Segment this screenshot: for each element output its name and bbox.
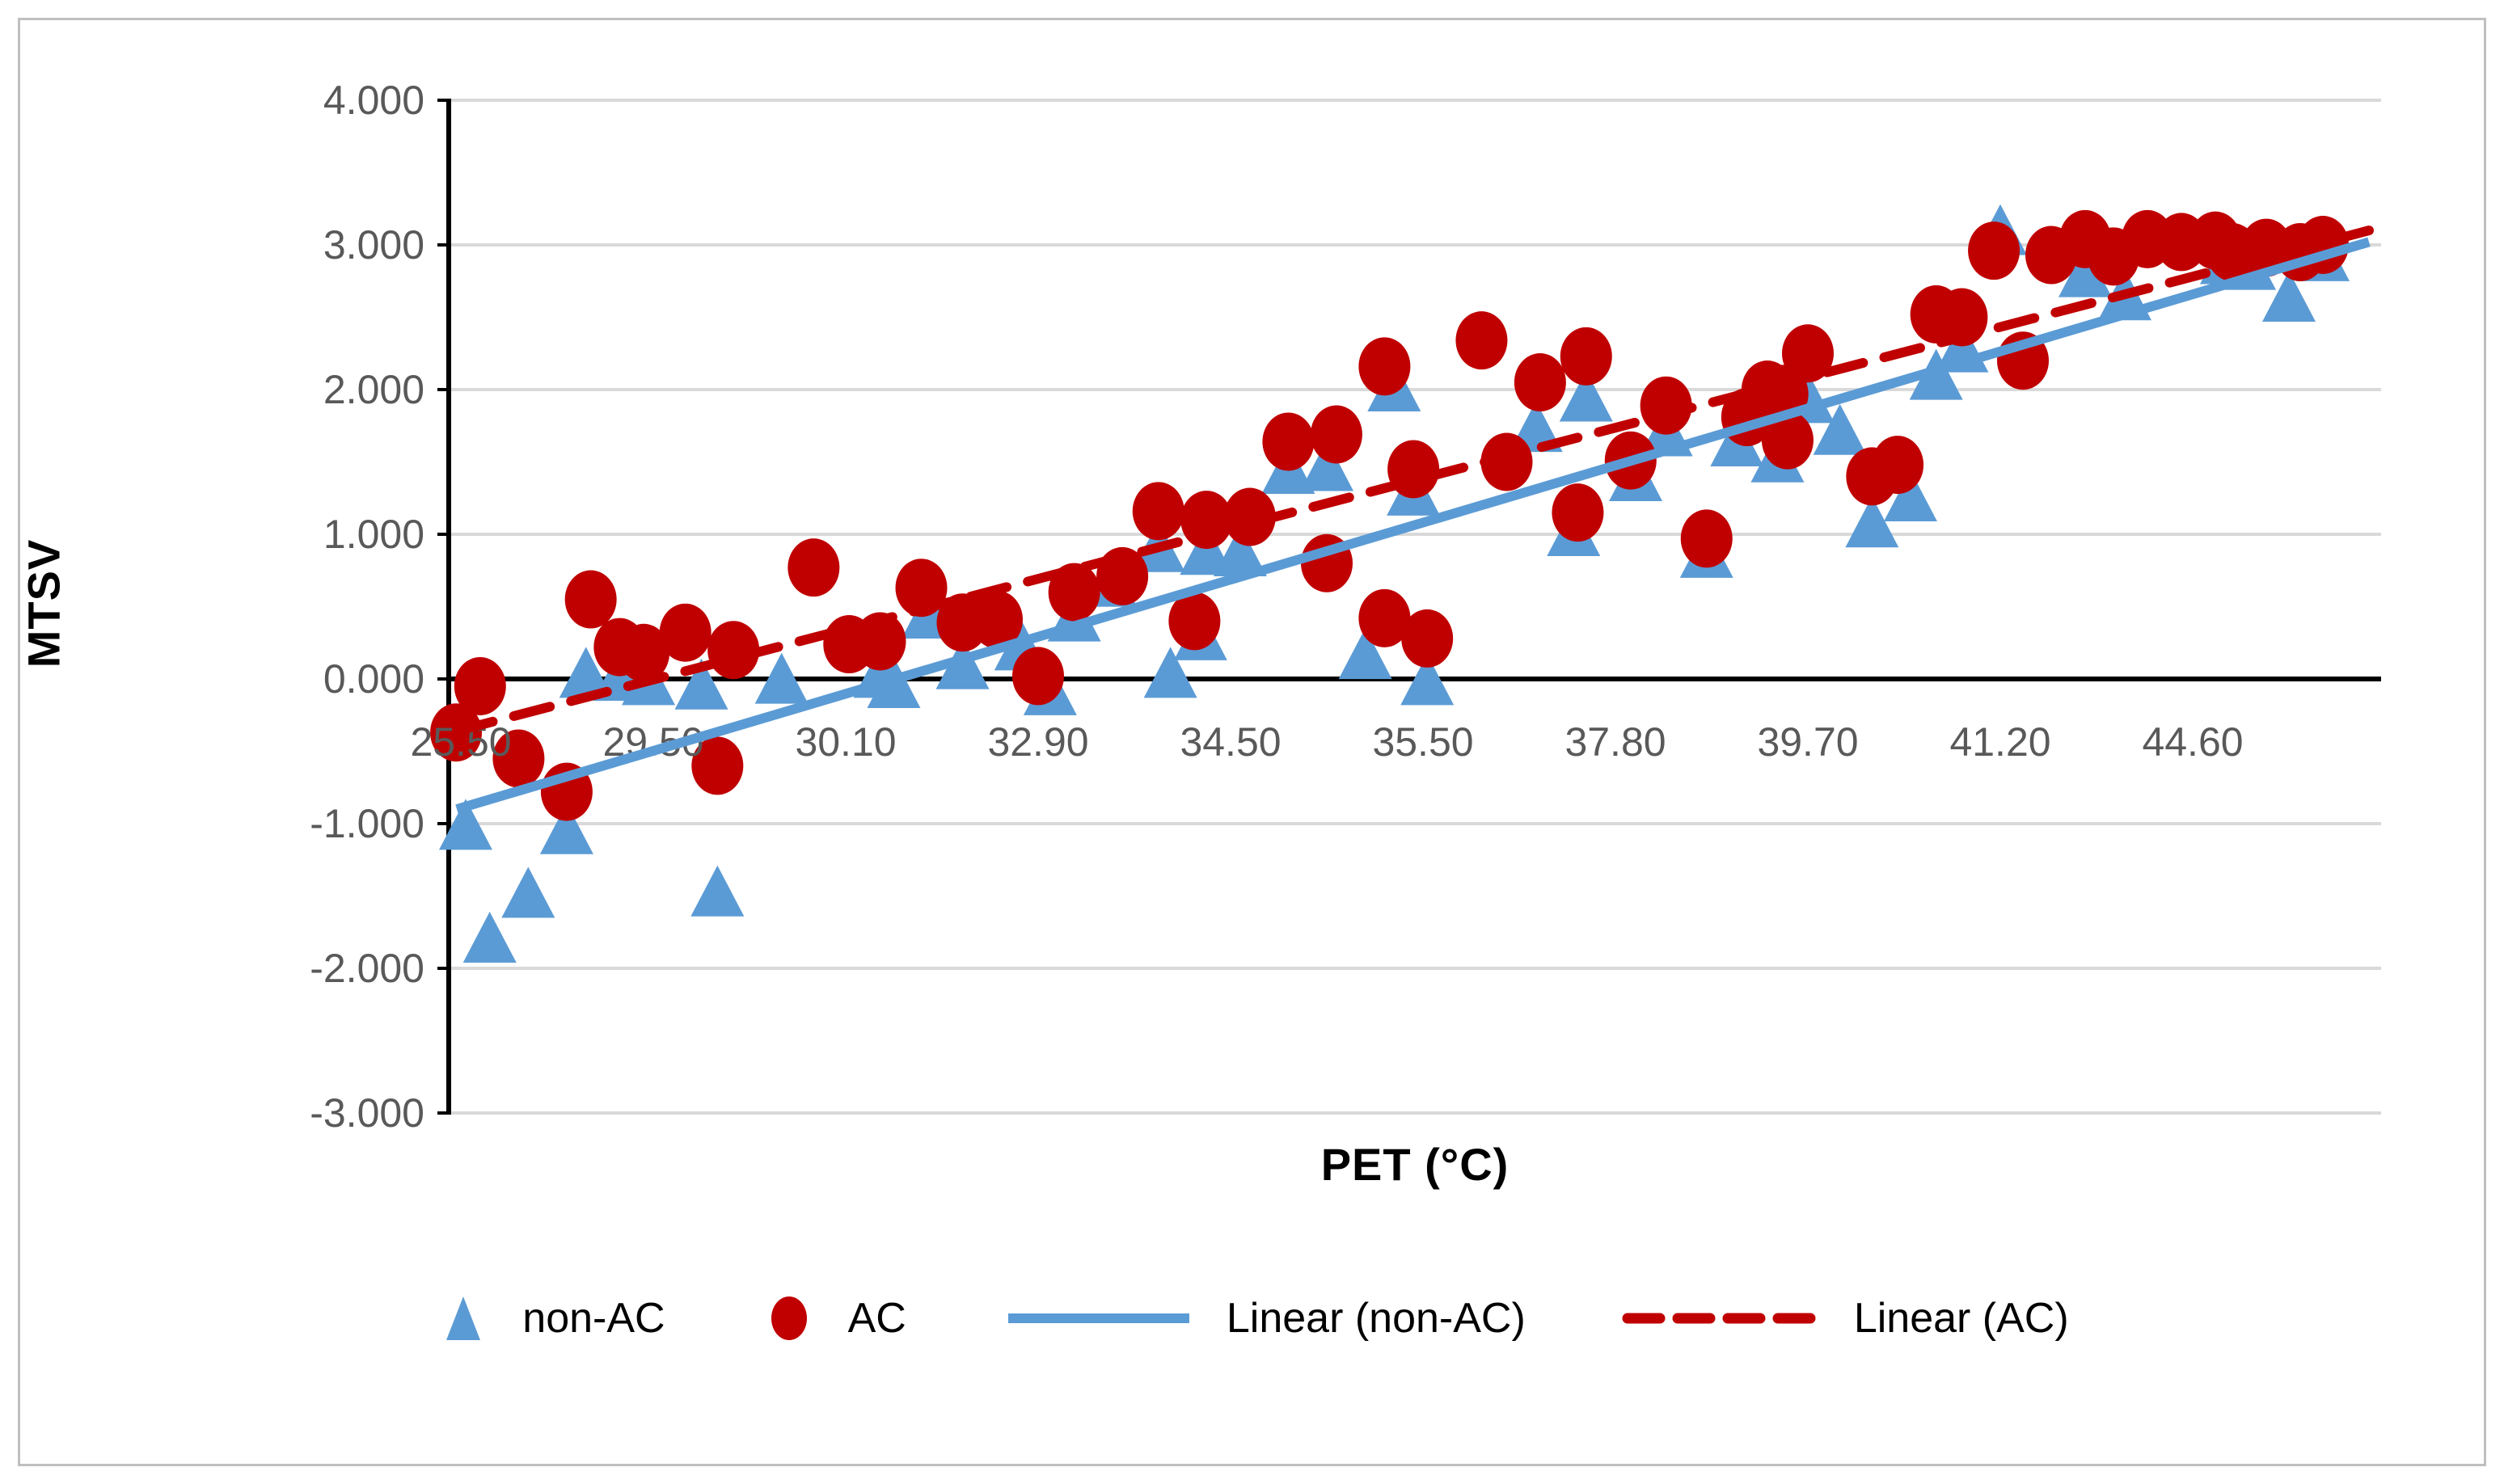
dashed-line-icon: [1622, 1313, 1822, 1324]
non-ac-point: [1338, 628, 1392, 680]
circle-icon: [771, 1296, 807, 1340]
non-ac-point: [754, 652, 809, 704]
ac-point: [1560, 327, 1612, 386]
trendlines: [452, 226, 2374, 814]
ac-point: [1968, 221, 2021, 280]
legend-item-linear-ac: Linear (AC): [1621, 1290, 2069, 1347]
legend: non-AC AC Linear (non-AC) Linear (AC): [0, 1290, 2504, 1347]
legend-label: AC: [847, 1295, 906, 1342]
y-tick-label: 3.000: [323, 222, 424, 268]
x-tick-label: 37.80: [1564, 719, 1666, 765]
linear-non-ac-trendline: [455, 237, 2371, 814]
legend-label: Linear (AC): [1853, 1295, 2069, 1342]
y-tick-label: 1.000: [323, 512, 424, 557]
legend-label: non-AC: [522, 1295, 665, 1342]
y-tick-label: -2.000: [310, 946, 424, 991]
solid-line-icon: [1007, 1313, 1189, 1323]
y-tick-label: -1.000: [310, 801, 424, 846]
non-ac-point: [1845, 496, 1899, 548]
x-tick-label: 44.60: [2142, 719, 2243, 765]
legend-item-linear-non-ac: Linear (non-AC): [1002, 1290, 1526, 1347]
ac-point: [1358, 337, 1411, 396]
non-ac-point: [539, 803, 593, 854]
ac-point: [971, 590, 1023, 649]
ac-point: [1358, 588, 1411, 647]
x-tick-label: 32.90: [987, 719, 1088, 765]
non-ac-point: [1180, 524, 1234, 575]
non-ac-point: [1300, 440, 1353, 491]
ac-point: [492, 729, 545, 788]
non-ac-point: [2059, 246, 2112, 297]
ac-point: [659, 603, 712, 662]
non-ac-point: [690, 865, 745, 917]
ac-point: [1761, 411, 1814, 470]
ac-point: [1480, 432, 1533, 491]
non-ac-point: [1143, 647, 1197, 698]
x-tick-label: 41.20: [1949, 719, 2050, 765]
figure-border: [18, 18, 2486, 1466]
ac-point: [1168, 592, 1221, 651]
x-tick-label: 39.70: [1757, 719, 1858, 765]
y-tick-label: 0.000: [323, 656, 424, 702]
non-ac-point: [1883, 470, 1937, 522]
y-tick-label: 2.000: [323, 367, 424, 412]
x-tick-label: 35.50: [1372, 719, 1473, 765]
ac-point: [1455, 311, 1508, 370]
ac-point: [1872, 436, 1924, 495]
linear-ac-trendline: [452, 226, 2374, 736]
non-ac-point: [438, 799, 492, 850]
ac-point: [1782, 324, 1834, 383]
y-axis-title: MTSV: [18, 538, 70, 668]
legend-label: Linear (non-AC): [1226, 1295, 1526, 1342]
y-tick-label: 4.000: [323, 78, 424, 123]
ac-point: [1680, 509, 1733, 568]
tick-labels: 4.000 3.000 2.000 1.000 0.000 -1.000 -2.000 -3.…: [310, 78, 2243, 1136]
ac-point: [1012, 647, 1064, 706]
triangle-icon: [446, 1296, 481, 1340]
non-ac-point: [462, 911, 517, 963]
non-ac-point: [501, 866, 555, 918]
ac-point: [454, 656, 506, 715]
x-tick-label: 30.10: [795, 719, 896, 765]
ac-point: [1552, 483, 1604, 542]
x-axis-title: PET (°C): [1320, 1139, 1510, 1190]
data-points: [430, 204, 2350, 963]
ac-point: [1310, 405, 1362, 464]
non-ac-point: [1813, 403, 1867, 455]
non-ac-point: [1213, 525, 1267, 577]
ac-point: [564, 570, 617, 629]
non-ac-point: [1400, 654, 1455, 706]
legend-item-non-ac: non-AC: [435, 1290, 665, 1347]
ac-point: [788, 538, 840, 597]
non-ac-point: [559, 647, 613, 698]
non-ac-point: [1559, 370, 1613, 422]
ac-point: [618, 623, 670, 682]
ac-point: [1132, 482, 1184, 541]
legend-item-ac: AC: [761, 1290, 906, 1347]
ac-point: [1514, 353, 1566, 412]
y-tick-label: -3.000: [310, 1090, 424, 1136]
non-ac-point: [674, 658, 728, 710]
x-tick-label: 34.50: [1180, 719, 1281, 765]
ac-point: [1262, 412, 1315, 471]
non-ac-point: [2262, 271, 2316, 323]
ac-point: [691, 736, 744, 795]
ac-point: [1401, 609, 1454, 668]
